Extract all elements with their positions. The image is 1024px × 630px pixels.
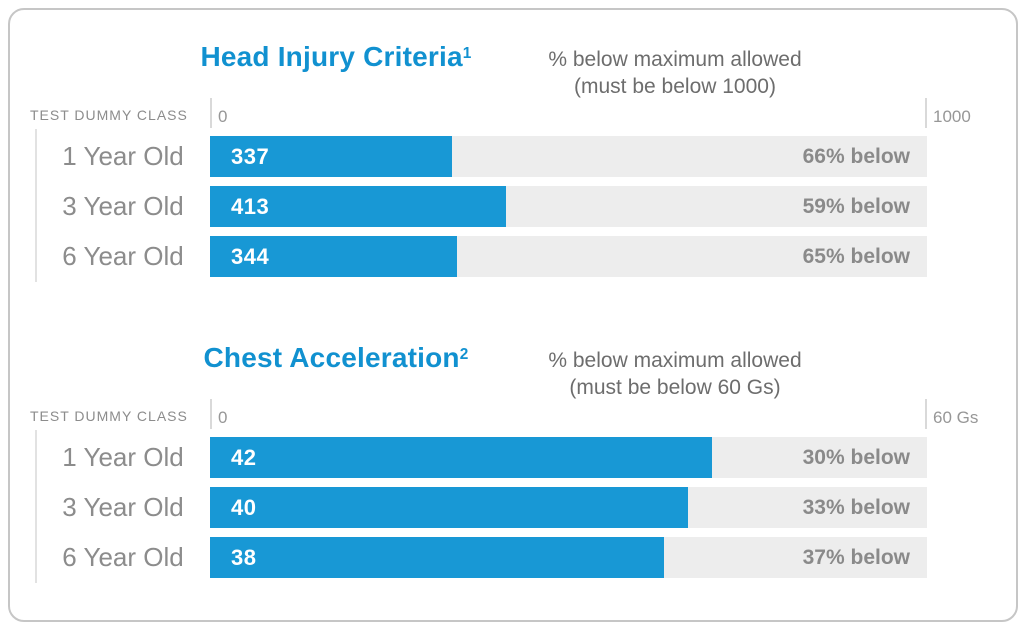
percent-below-label: 66% below (802, 145, 910, 168)
axis-tick-label-min: 0 (218, 408, 228, 427)
chart-title-text: Chest Acceleration (203, 342, 460, 373)
chart-subtitle-line1: % below maximum allowed (548, 48, 802, 71)
bar-value: 40 (231, 494, 257, 520)
category-axis-line (35, 430, 37, 583)
row-label: 6 Year Old (62, 542, 184, 572)
bar-row: 6 Year Old 344 65% below (10, 236, 1016, 277)
bar: 40 (210, 487, 689, 528)
axis-tick-line-max (925, 98, 927, 128)
axis-title-test-dummy-class: TEST DUMMY CLASS (30, 107, 188, 123)
row-label: 3 Year Old (62, 492, 184, 522)
bar-value: 38 (231, 544, 257, 570)
percent-below-label: 33% below (802, 496, 910, 519)
bar-track: 40 33% below (210, 487, 927, 528)
row-label: 3 Year Old (62, 191, 184, 221)
row-label: 6 Year Old (62, 241, 184, 271)
axis-tick-line-min (210, 399, 212, 429)
bar-track: 344 65% below (210, 236, 927, 277)
title-footnote-marker: 2 (459, 345, 469, 363)
bar-value: 42 (231, 444, 257, 470)
bar-value: 413 (231, 193, 270, 219)
category-axis-line (35, 129, 37, 282)
axis-tick-label-max: 60 Gs (933, 408, 979, 427)
chart-subtitle: % below maximum allowed (must be below 1… (470, 46, 880, 100)
bar: 413 (210, 186, 507, 227)
bar-track: 413 59% below (210, 186, 927, 227)
bar-row: 3 Year Old 413 59% below (10, 186, 1016, 227)
chart-title-text: Head Injury Criteria (200, 41, 463, 72)
title-footnote-marker: 1 (462, 44, 472, 62)
bar-value: 337 (231, 143, 270, 169)
bar-row: 1 Year Old 42 30% below (10, 437, 1016, 478)
axis-title-test-dummy-class: TEST DUMMY CLASS (30, 408, 188, 424)
chart-chest-acceleration: Chest Acceleration2 % below maximum allo… (10, 311, 1016, 611)
chart-subtitle-line1: % below maximum allowed (548, 349, 802, 372)
percent-below-label: 30% below (802, 446, 910, 469)
bar-value: 344 (231, 243, 270, 269)
bar-track: 38 37% below (210, 537, 927, 578)
axis-tick-line-max (925, 399, 927, 429)
percent-below-label: 59% below (802, 195, 910, 218)
bar-row: 3 Year Old 40 33% below (10, 487, 1016, 528)
bar: 337 (210, 136, 452, 177)
bar-track: 42 30% below (210, 437, 927, 478)
chart-subtitle: % below maximum allowed (must be below 6… (470, 347, 880, 401)
axis-tick-line-min (210, 98, 212, 128)
chart-subtitle-line2: (must be below 60 Gs) (569, 376, 781, 399)
percent-below-label: 65% below (802, 245, 910, 268)
percent-below-label: 37% below (802, 546, 910, 569)
bar: 38 (210, 537, 665, 578)
bar-track: 337 66% below (210, 136, 927, 177)
row-label: 1 Year Old (62, 141, 184, 171)
chart-head-injury-criteria: Head Injury Criteria1 % below maximum al… (10, 10, 1016, 310)
chart-subtitle-line2: (must be below 1000) (574, 75, 776, 98)
axis-tick-label-min: 0 (218, 107, 228, 126)
bar: 344 (210, 236, 457, 277)
chart-title: Chest Acceleration2 (10, 342, 662, 374)
infographic-card: Head Injury Criteria1 % below maximum al… (8, 8, 1018, 622)
bar: 42 (210, 437, 712, 478)
axis-tick-label-max: 1000 (933, 107, 971, 126)
bar-row: 1 Year Old 337 66% below (10, 136, 1016, 177)
chart-title: Head Injury Criteria1 (10, 41, 662, 73)
bar-row: 6 Year Old 38 37% below (10, 537, 1016, 578)
row-label: 1 Year Old (62, 442, 184, 472)
